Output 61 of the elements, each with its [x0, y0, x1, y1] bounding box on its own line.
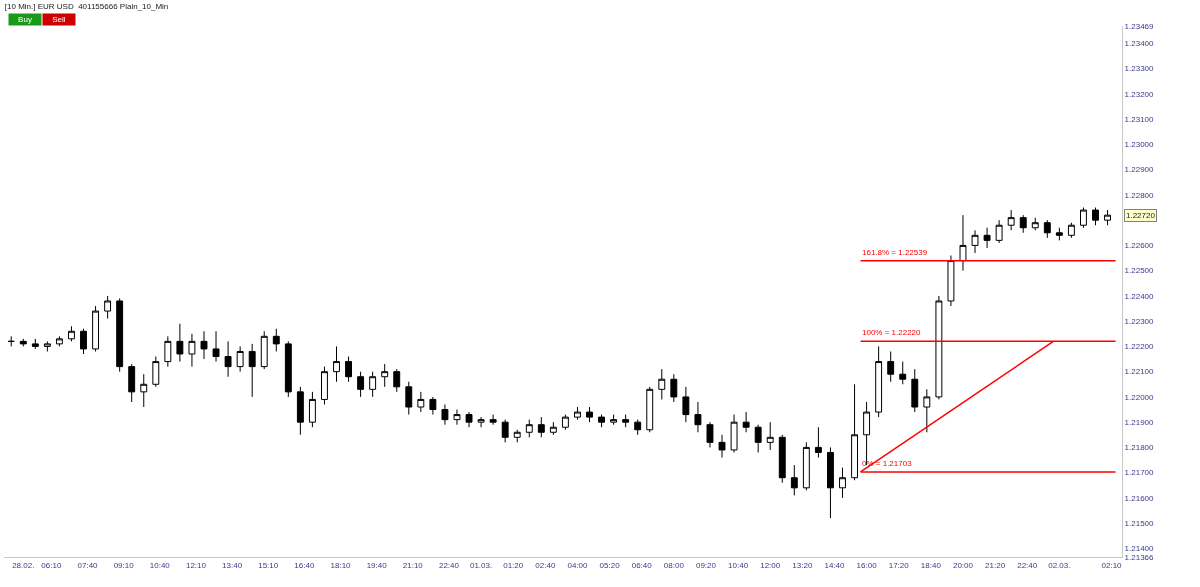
x-tick-label: 06:10 — [41, 560, 62, 570]
x-tick-label: 13:20 — [792, 560, 813, 570]
annotation: 161.8% = 1.22539 — [862, 248, 928, 257]
y-tick-label: 1.21366 — [1124, 552, 1155, 562]
x-tick-label: 01:20 — [503, 560, 524, 570]
x-tick-label: 02.03. — [1048, 560, 1071, 570]
x-tick-label: 01.03. — [469, 560, 493, 570]
x-tick-label: 20:00 — [952, 560, 974, 570]
x-tick-label: 22:40 — [1017, 560, 1038, 570]
x-tick-label: 18:40 — [920, 560, 942, 570]
y-tick-label: 1.21400 — [1124, 544, 1155, 554]
x-tick-label: 10:40 — [149, 560, 171, 570]
x-tick-label: 15:10 — [258, 560, 279, 570]
y-tick-label: 1.22900 — [1124, 165, 1155, 175]
x-tick-label: 12:00 — [760, 560, 781, 570]
x-tick-label: 14:40 — [824, 560, 846, 570]
y-tick-label: 1.23100 — [1124, 114, 1155, 124]
y-tick-label: 1.21500 — [1124, 518, 1155, 528]
y-tick-label: 1.22500 — [1124, 266, 1155, 276]
y-tick-label: 1.21800 — [1124, 443, 1155, 453]
x-tick-label: 21:20 — [985, 560, 1006, 570]
x-tick-label: 02:40 — [535, 560, 556, 570]
x-tick-label: 09:20 — [695, 560, 717, 570]
x-tick-label: 13:40 — [222, 560, 243, 570]
x-tick-label: 12:10 — [185, 560, 207, 570]
y-tick-label: 1.22300 — [1124, 316, 1155, 326]
x-tick-label: 06:40 — [631, 560, 653, 570]
y-tick-label: 1.21700 — [1124, 468, 1155, 478]
y-tick-label: 1.22800 — [1124, 190, 1155, 200]
y-tick-label: 1.23400 — [1124, 39, 1155, 49]
y-tick-label: 1.23469 — [1124, 21, 1155, 31]
x-tick-label: 19:40 — [366, 560, 388, 570]
x-tick-label: 18:10 — [330, 560, 352, 570]
y-tick-label: 1.22600 — [1124, 241, 1155, 251]
x-tick-label: 22:40 — [438, 560, 460, 570]
annotation: 100% = 1.22220 — [862, 328, 922, 337]
x-tick-label: 04:00 — [567, 560, 589, 570]
y-tick-label: 1.21900 — [1124, 417, 1155, 427]
x-tick-label: 07:40 — [77, 560, 99, 570]
x-tick-label: 10:40 — [728, 560, 749, 570]
x-tick-label: 16:00 — [856, 560, 878, 570]
y-tick-label: 1.23200 — [1124, 89, 1155, 99]
y-tick-label: 1.21600 — [1124, 493, 1155, 503]
y-tick-label: 1.22200 — [1124, 342, 1155, 352]
x-tick-label: 28.02. — [12, 560, 35, 570]
chart-title: [10 Min.] EUR USD 401155666 Plain_10_Min — [4, 1, 169, 11]
x-tick-label: 05:20 — [599, 560, 621, 570]
y-tick-label: 1.22000 — [1124, 392, 1155, 402]
text: Sell — [52, 15, 66, 24]
y-tick-label: 1.22400 — [1124, 291, 1155, 301]
x-tick-label: 16:40 — [294, 560, 315, 570]
y-tick-label: 1.23300 — [1124, 64, 1155, 74]
y-tick-label: 1.22100 — [1124, 367, 1155, 377]
x-tick-label: 02:10 — [1101, 560, 1123, 570]
annotation: 1.22720 — [1126, 211, 1156, 220]
x-tick-label: 21:10 — [402, 560, 424, 570]
text: Buy — [18, 15, 32, 24]
x-tick-label: 09:10 — [113, 560, 135, 570]
y-tick-label: 1.23000 — [1124, 140, 1155, 150]
x-tick-label: 08:00 — [663, 560, 685, 570]
x-tick-label: 17:20 — [888, 560, 910, 570]
